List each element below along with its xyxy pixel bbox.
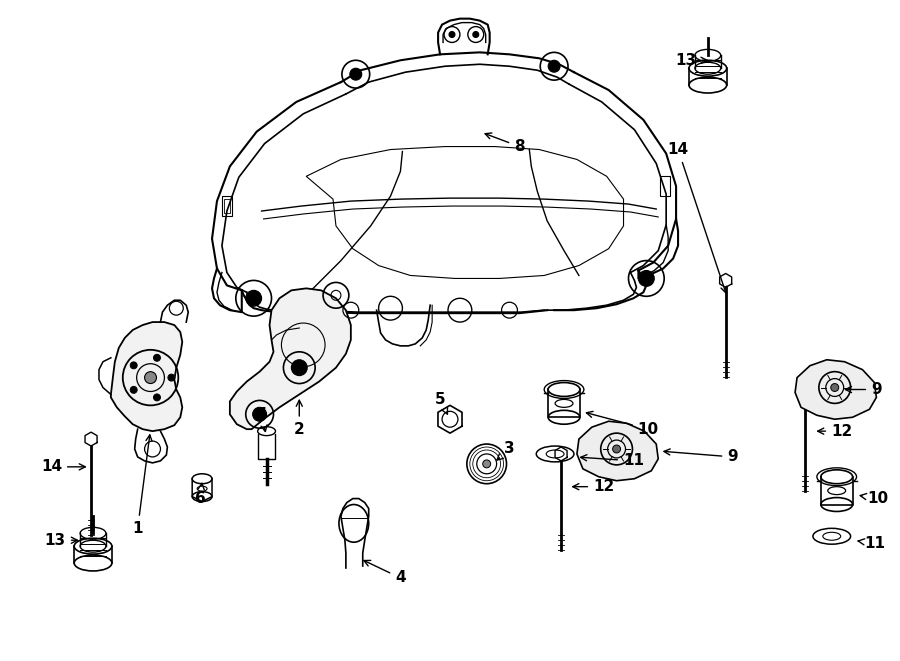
Text: 7: 7 [256, 407, 267, 432]
Text: 2: 2 [294, 400, 305, 437]
Circle shape [472, 32, 479, 38]
Text: 6: 6 [194, 483, 205, 506]
Text: 13: 13 [45, 533, 77, 548]
Polygon shape [230, 288, 351, 429]
Circle shape [548, 60, 560, 72]
Text: 12: 12 [818, 424, 852, 439]
Circle shape [831, 383, 839, 391]
Text: 4: 4 [364, 561, 406, 586]
Text: 10: 10 [587, 411, 659, 437]
Circle shape [246, 290, 262, 306]
Text: 11: 11 [580, 453, 644, 469]
Text: 1: 1 [132, 435, 152, 536]
Circle shape [449, 32, 455, 38]
Text: 8: 8 [485, 133, 525, 154]
Polygon shape [577, 421, 658, 481]
Text: 11: 11 [858, 535, 885, 551]
Circle shape [154, 394, 160, 401]
Circle shape [638, 270, 654, 286]
Text: 12: 12 [572, 479, 615, 494]
Circle shape [130, 362, 137, 369]
Circle shape [145, 371, 157, 383]
Text: 10: 10 [860, 491, 889, 506]
Text: 5: 5 [435, 392, 447, 414]
Text: 14: 14 [40, 459, 86, 475]
Circle shape [130, 387, 137, 393]
Circle shape [292, 360, 307, 375]
Text: 13: 13 [675, 53, 707, 68]
Circle shape [482, 460, 491, 468]
Text: 3: 3 [497, 442, 515, 460]
Circle shape [253, 407, 266, 421]
Circle shape [350, 68, 362, 80]
Polygon shape [795, 360, 877, 419]
Circle shape [168, 374, 175, 381]
Text: 9: 9 [845, 382, 882, 397]
Polygon shape [111, 322, 183, 431]
Text: 9: 9 [664, 449, 738, 465]
Text: 14: 14 [668, 142, 727, 293]
Circle shape [154, 354, 160, 362]
Circle shape [613, 445, 621, 453]
